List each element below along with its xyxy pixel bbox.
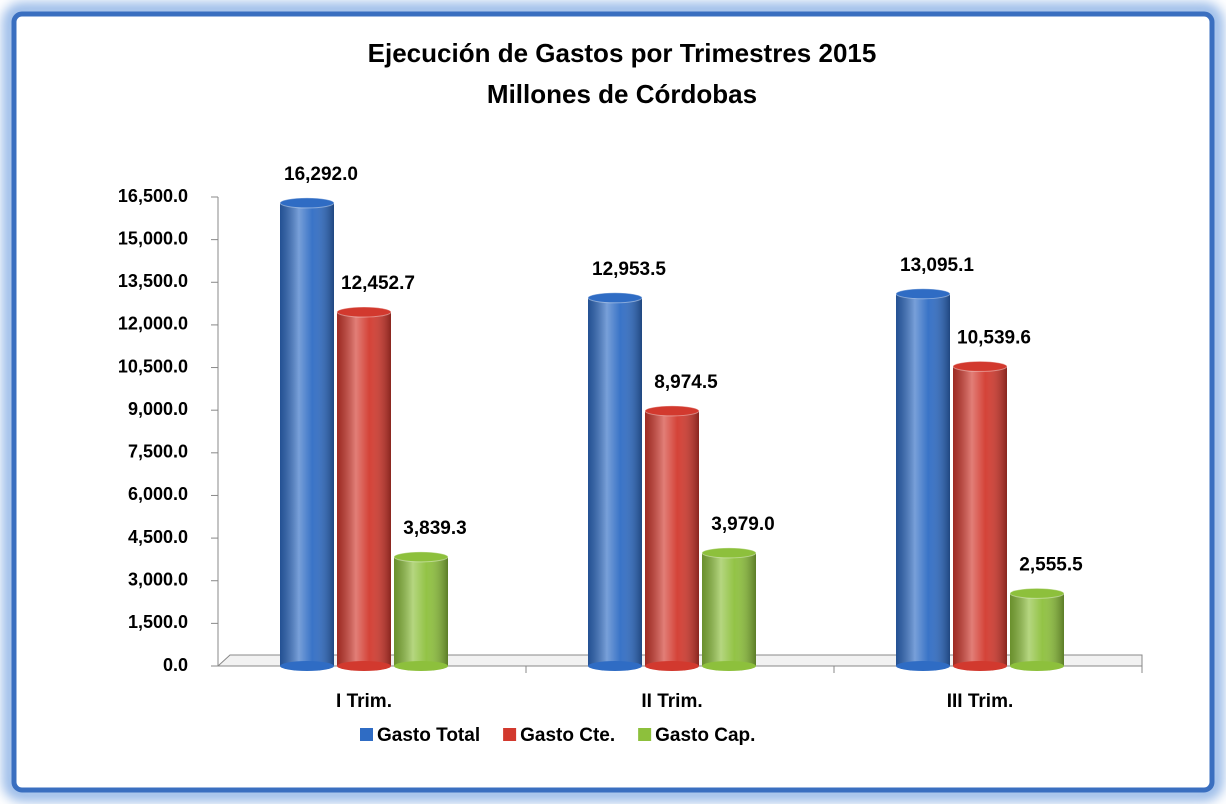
legend-swatch xyxy=(360,728,373,741)
y-tick-label: 13,500.0 xyxy=(118,271,188,291)
y-tick-label: 0.0 xyxy=(163,655,188,675)
bar-bottom xyxy=(588,661,642,671)
y-tick-label: 15,000.0 xyxy=(118,228,188,248)
bar-bottom xyxy=(702,661,756,671)
bar-top xyxy=(336,306,392,318)
data-label: 13,095.1 xyxy=(900,255,974,276)
x-tick-label: I Trim. xyxy=(336,691,392,712)
bar-top xyxy=(587,292,643,304)
data-label: 2,555.5 xyxy=(1019,554,1083,575)
legend-label: Gasto Cap. xyxy=(655,725,755,746)
x-tick-label: II Trim. xyxy=(641,691,702,712)
data-label: 3,839.3 xyxy=(403,518,466,539)
data-label: 12,452.7 xyxy=(341,273,415,294)
x-tick-label: III Trim. xyxy=(947,691,1014,712)
bar-shade xyxy=(645,410,699,666)
frame-glow xyxy=(3,3,1223,801)
bar-bottom xyxy=(280,661,334,671)
bar-bottom xyxy=(394,661,448,671)
bar-bottom xyxy=(337,661,391,671)
bar-bottom xyxy=(645,661,699,671)
y-tick-label: 12,000.0 xyxy=(118,314,188,334)
bar-top xyxy=(393,551,449,563)
data-label: 3,979.0 xyxy=(711,514,774,535)
bar-bottom xyxy=(1010,661,1064,671)
y-tick-label: 10,500.0 xyxy=(118,356,188,376)
bar-shade xyxy=(394,556,448,666)
bar-shade xyxy=(1010,593,1064,666)
chart-subtitle: Millones de Córdobas xyxy=(487,79,757,109)
bar-shade xyxy=(280,202,334,667)
y-tick-label: 16,500.0 xyxy=(118,186,188,206)
bar-top xyxy=(701,547,757,559)
y-tick-label: 7,500.0 xyxy=(128,442,188,462)
bar-bottom xyxy=(953,661,1007,671)
bar-shade xyxy=(896,293,950,666)
data-label: 12,953.5 xyxy=(592,259,666,280)
legend-label: Gasto Cte. xyxy=(520,725,615,746)
data-label: 10,539.6 xyxy=(957,327,1031,348)
data-label: 8,974.5 xyxy=(654,372,718,393)
bar-shade xyxy=(702,552,756,666)
y-tick-label: 4,500.0 xyxy=(128,527,188,547)
data-label: 16,292.0 xyxy=(284,164,358,185)
legend-label: Gasto Total xyxy=(377,725,480,746)
bar-bottom xyxy=(896,661,950,671)
bar-shade xyxy=(953,366,1007,666)
bar-top xyxy=(279,197,335,209)
y-tick-label: 6,000.0 xyxy=(128,484,188,504)
chart-title: Ejecución de Gastos por Trimestres 2015 xyxy=(368,38,877,68)
bar-top xyxy=(895,288,951,300)
legend-swatch xyxy=(503,728,517,741)
y-tick-label: 9,000.0 xyxy=(128,399,188,419)
bar-shade xyxy=(337,312,391,666)
y-tick-label: 1,500.0 xyxy=(128,612,188,632)
bar-top xyxy=(1009,587,1065,599)
bar-top xyxy=(644,405,700,417)
bar-shade xyxy=(588,297,642,666)
y-tick-label: 3,000.0 xyxy=(128,569,188,589)
legend-swatch xyxy=(638,728,652,741)
bar-top xyxy=(952,360,1008,372)
